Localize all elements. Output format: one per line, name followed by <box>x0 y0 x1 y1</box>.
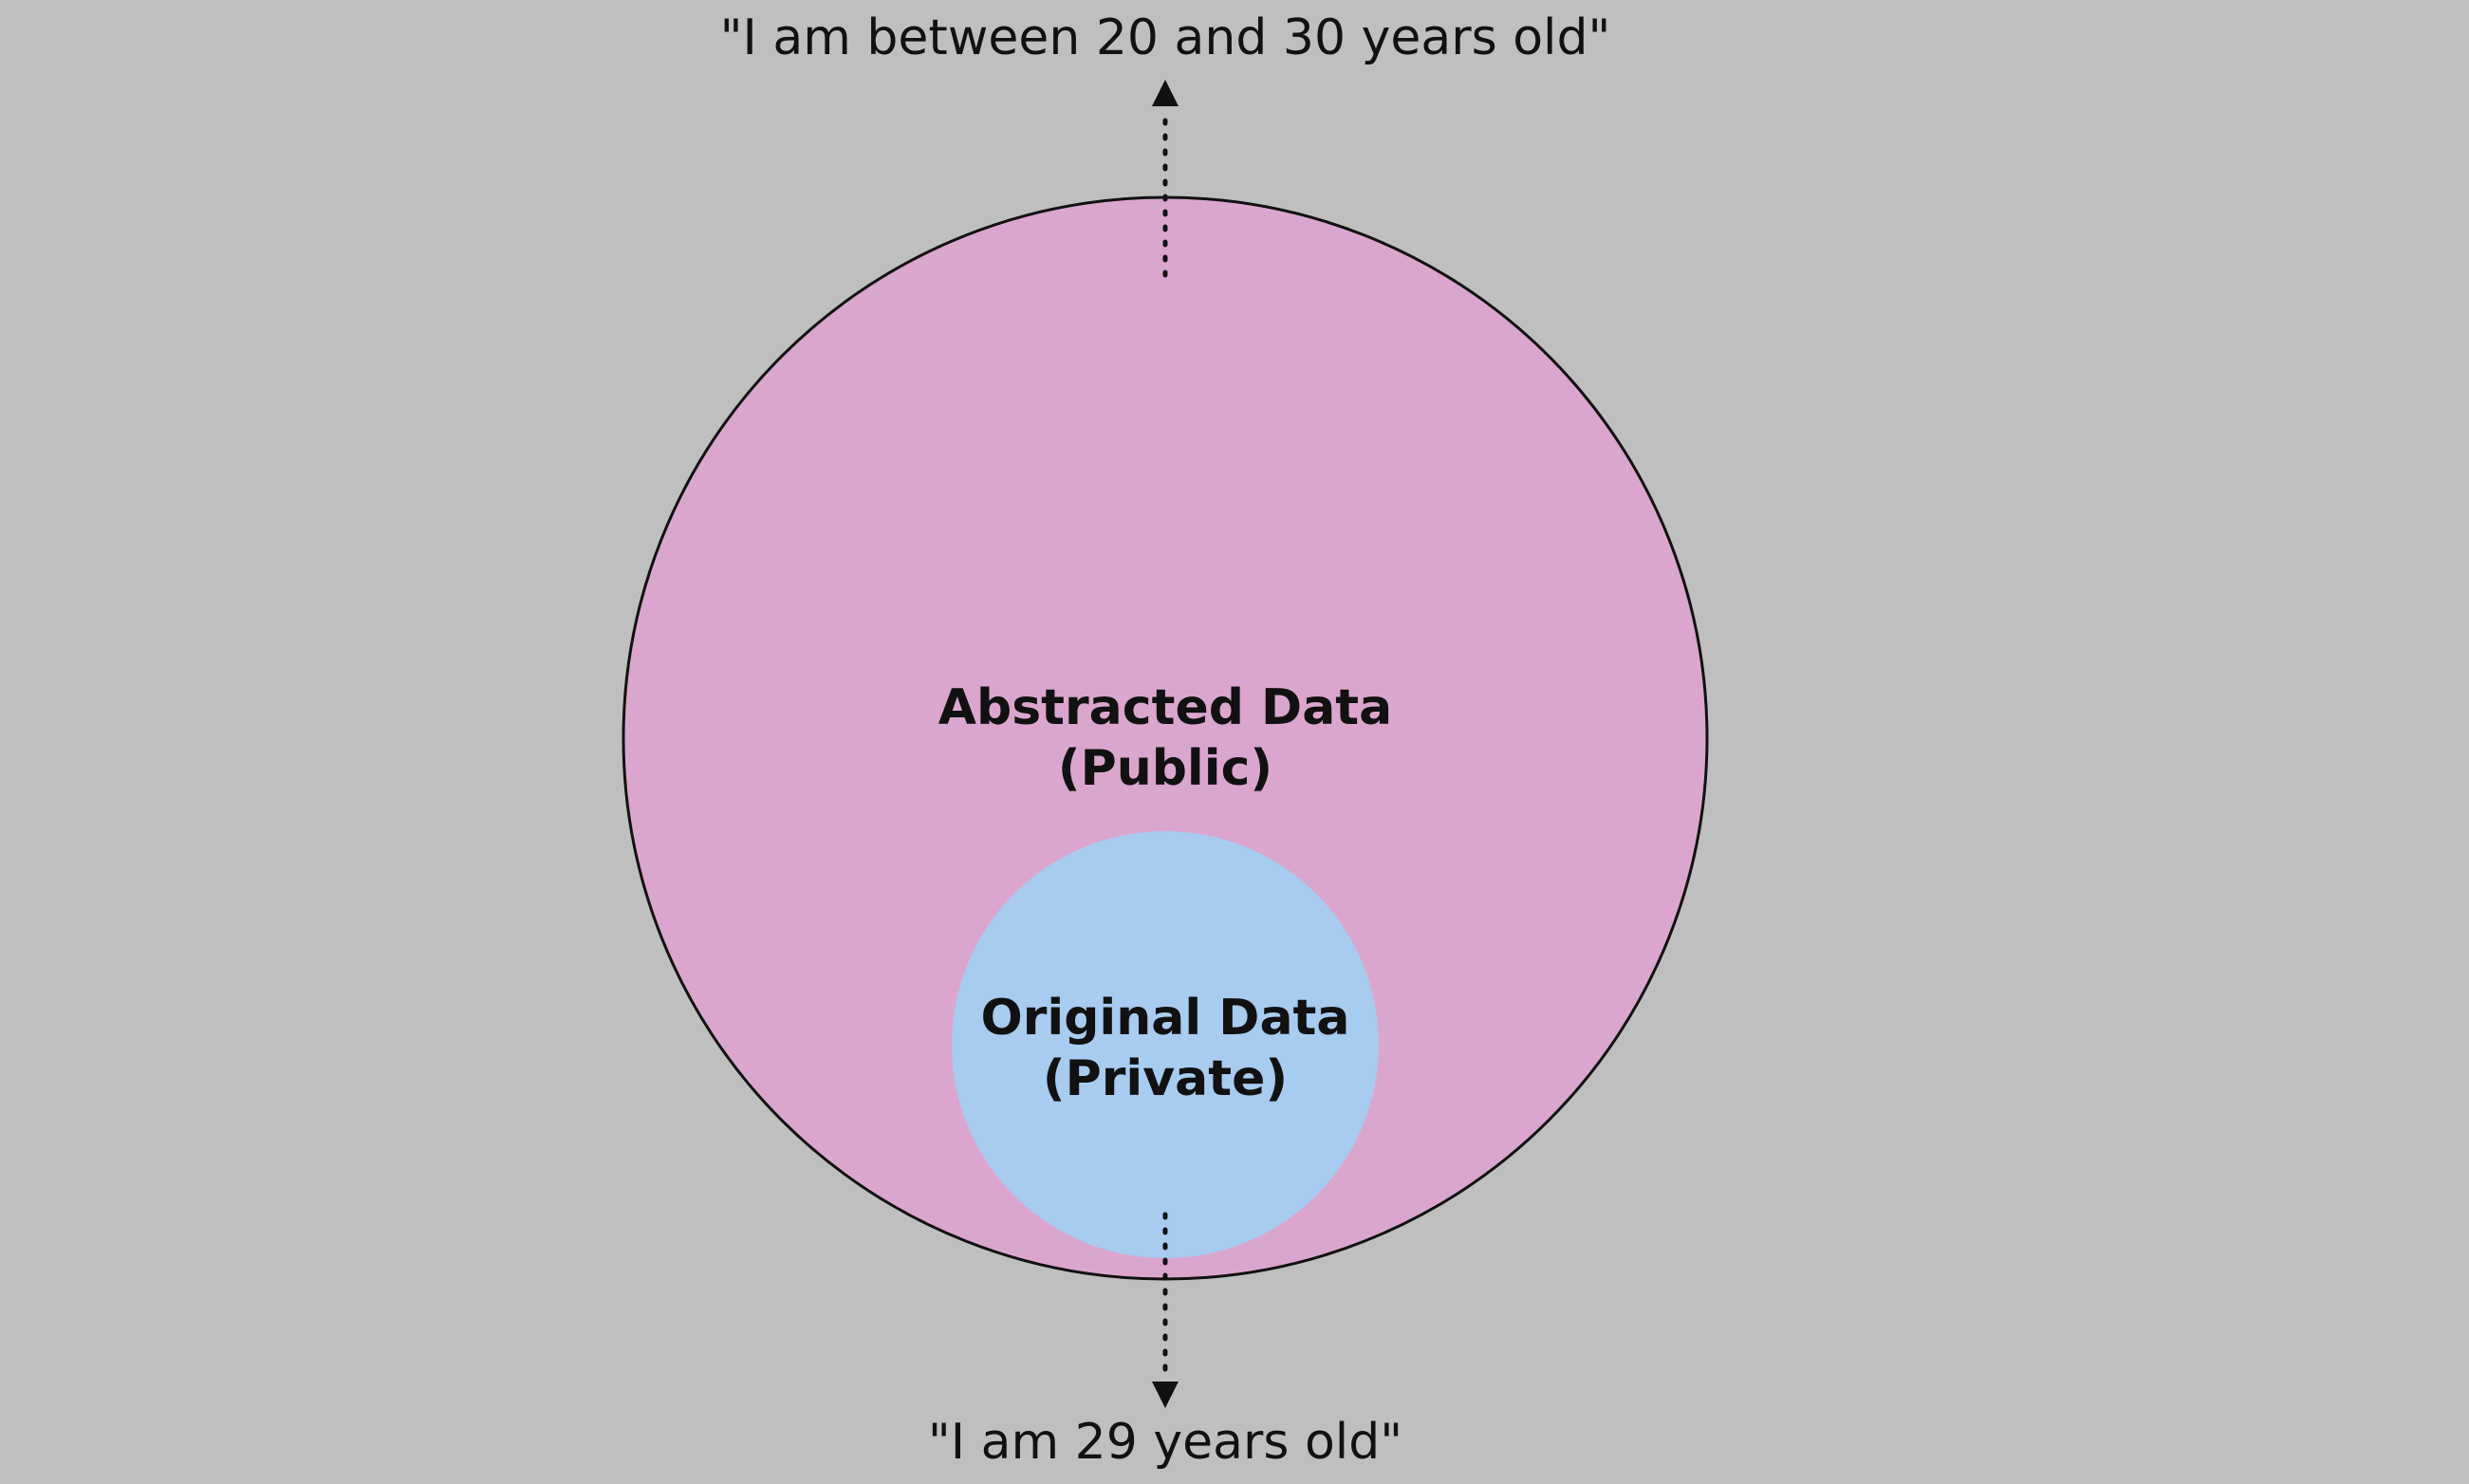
original-data-label: Original Data <box>981 990 1350 1047</box>
abstracted-data-label: Abstracted Data <box>938 679 1393 736</box>
down-arrowhead-icon <box>1152 1382 1179 1408</box>
up-arrowhead-icon <box>1152 80 1179 106</box>
public-label: (Public) <box>1058 740 1272 797</box>
public-quote-label: "I am between 20 and 30 years old" <box>720 9 1611 66</box>
original-data-circle <box>952 831 1379 1258</box>
downward-arrow <box>1152 1212 1179 1408</box>
upward-arrow <box>1152 80 1179 278</box>
private-label: (Private) <box>1043 1050 1288 1107</box>
private-quote-label: "I am 29 years old" <box>928 1414 1402 1471</box>
